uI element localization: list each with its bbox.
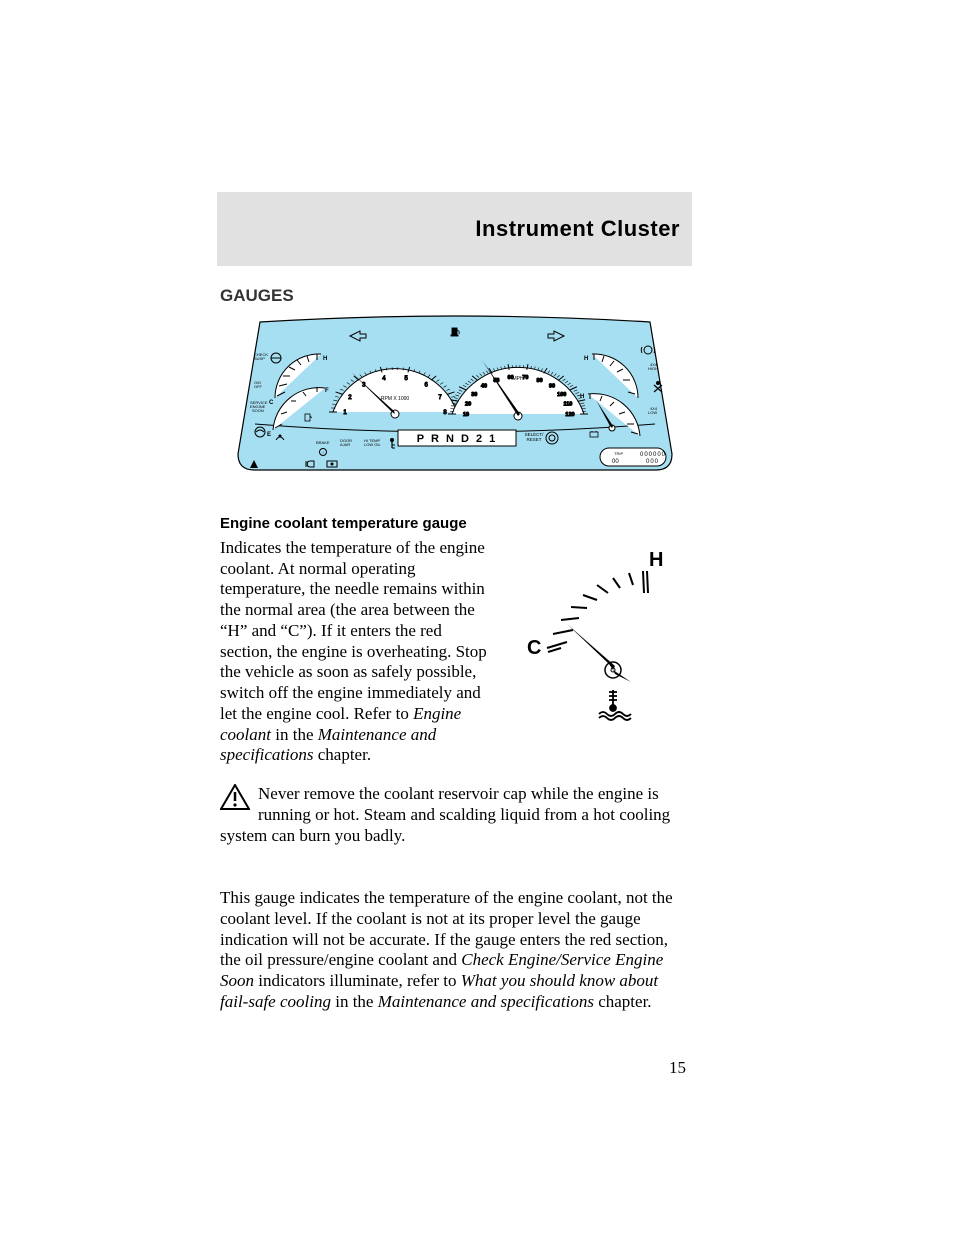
heading-gauges: GAUGES [220,286,689,306]
svg-text:SUSP: SUSP [254,356,265,361]
page-number: 15 [669,1058,686,1078]
svg-text:30: 30 [471,392,477,398]
svg-text:H: H [580,394,584,400]
svg-text:H: H [584,356,588,362]
svg-text:SOON: SOON [252,408,264,413]
svg-text:100: 100 [557,392,566,398]
svg-text:C: C [527,637,541,659]
svg-text:00: 00 [612,459,619,465]
warning-text: Never remove the coolant reservoir cap w… [220,784,670,844]
svg-text:10: 10 [463,412,469,418]
instrument-cluster-figure: H C F [220,314,689,479]
heading-coolant: Engine coolant temperature gauge [220,515,689,532]
svg-text:20: 20 [465,401,471,407]
coolant-temp-icon [599,690,631,720]
svg-text:50: 50 [493,378,499,384]
warning-block: Never remove the coolant reservoir cap w… [220,784,689,846]
svg-text:BRAKE: BRAKE [316,440,330,445]
svg-text:H: H [323,356,327,362]
svg-text:000: 000 [646,459,659,465]
svg-text:000000: 000000 [640,452,666,458]
svg-text:MPH: MPH [512,376,524,382]
svg-text:90: 90 [549,384,555,390]
svg-text:TRIP: TRIP [614,451,623,456]
svg-text:!: ! [322,450,323,455]
note-paragraph: This gauge indicates the temperature of … [220,888,689,1012]
coolant-paragraph: Indicates the temperature of the engine … [220,538,495,766]
svg-text:RESET: RESET [526,437,541,442]
svg-text:P R N D 2 1: P R N D 2 1 [417,433,498,445]
svg-text:H: H [649,549,663,571]
svg-text:120: 120 [565,412,574,418]
svg-text:F: F [325,388,329,394]
warning-triangle-icon [220,784,250,810]
svg-text:OFF: OFF [254,384,263,389]
temp-gauge-detail-figure: H C [513,538,689,723]
svg-text:HIGH: HIGH [648,366,658,371]
svg-text:C: C [269,400,274,406]
svg-text:RPM X 1000: RPM X 1000 [381,396,410,402]
svg-text:LOW: LOW [648,410,657,415]
svg-text:LOW OIL: LOW OIL [364,442,381,447]
svg-text:40: 40 [481,384,487,390]
svg-text:80: 80 [537,378,543,384]
svg-text:E: E [267,432,271,438]
chapter-header: Instrument Cluster [217,192,692,266]
svg-text:AJAR: AJAR [340,442,350,447]
svg-text:110: 110 [563,401,572,407]
chapter-title: Instrument Cluster [475,216,680,242]
